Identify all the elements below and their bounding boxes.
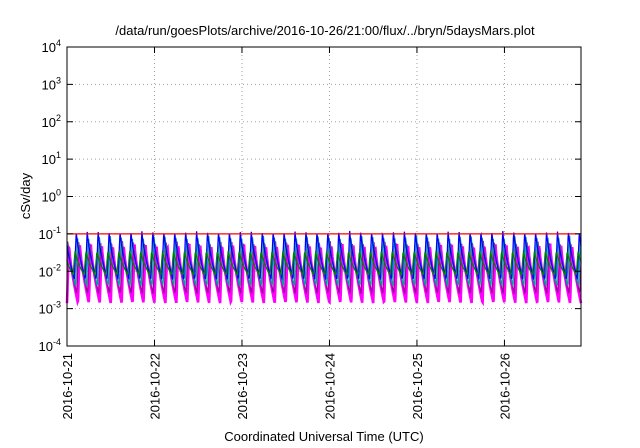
x-tick-label: 2016-10-25 [410,353,425,420]
x-axis: 2016-10-21 2016-10-22 2016-10-23 2016-10-24… [60,47,512,420]
y-tick-label: 103 [42,75,61,92]
x-tick-label: 2016-10-24 [322,353,337,420]
series-group [65,230,583,307]
x-tick-label: 2016-10-21 [60,353,75,420]
x-tick-label: 2016-10-22 [147,353,162,420]
y-tick-label: 10-2 [39,262,61,279]
y-tick-label: 104 [42,38,61,55]
y-tick-label: 10-3 [39,300,61,317]
x-tick-label: 2016-10-23 [235,353,250,420]
series-line [66,249,582,278]
y-tick-label: 100 [42,188,61,205]
y-axis: 10-4 10-3 10-2 10-1 100 101 102 103 104 [39,38,581,354]
y-tick-label: 10-1 [39,225,61,242]
y-tick-label: 101 [42,150,61,167]
y-axis-label: cSv/day [18,172,33,219]
y-tick-label: 10-4 [39,337,61,354]
x-axis-label: Coordinated Universal Time (UTC) [224,429,423,444]
x-tick-label: 2016-10-26 [497,353,512,420]
chart-title: /data/run/goesPlots/archive/2016-10-26/2… [115,23,535,38]
y-tick-label: 102 [42,113,61,130]
